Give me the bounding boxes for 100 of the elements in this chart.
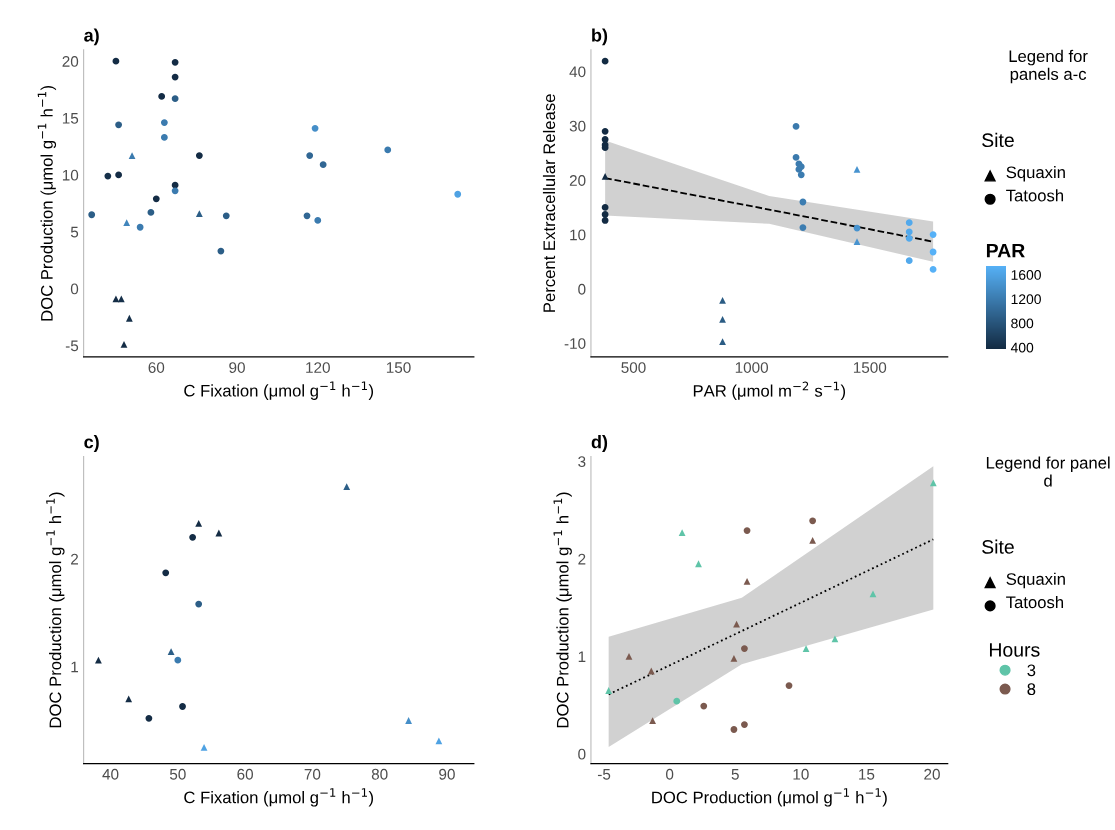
x-tick-label: 90 [229,362,245,373]
x-tick-label: 5 [731,769,739,780]
point [136,223,144,231]
point [217,247,225,255]
chart-title: c) [84,435,99,452]
chart-title: d) [591,435,608,452]
point [719,338,726,346]
point [929,265,937,273]
point [405,717,413,724]
text: Legend for panel d [986,456,1110,487]
point [171,95,179,103]
point [601,57,609,65]
color-bar-label: 1200 [1011,294,1041,305]
point [869,590,877,598]
point [730,654,738,662]
point [741,645,748,652]
y-tick-label: 0 [70,283,79,295]
point [125,314,133,322]
point [647,667,655,675]
chart-title: a) [84,28,99,46]
point [601,127,609,135]
x-tick-label: 20 [924,768,940,780]
point [905,235,913,242]
point [314,217,322,224]
x-tick-label: 500 [621,362,646,373]
point [160,133,168,141]
point [792,123,800,130]
point [152,195,160,203]
x-tick-label: 1000 [735,362,769,373]
color-bar-label: 400 [1010,342,1034,353]
x-tick-label: 90 [439,768,455,780]
y-tick-label: -10 [564,338,586,349]
y-axis-title: DOC Production (μmol g$^{−1}$ h$^{−1}$) [37,85,57,321]
x-tick-label: 40 [102,768,119,780]
point [222,212,230,220]
point [799,224,807,231]
point [601,136,609,143]
y-tick-label: 20 [62,56,79,67]
x-axis-title: PAR (μmol m$^{−2}$ s$^{−1}$) [693,381,846,401]
point [195,519,203,527]
chart-title: b) [592,28,608,46]
point [601,217,609,224]
x-tick-label: 15 [859,769,875,780]
point [695,560,702,568]
point [605,687,613,694]
point [929,479,937,487]
point [730,726,738,733]
point [174,656,182,664]
point [743,527,751,534]
point [306,152,314,159]
point [905,228,913,236]
y-tick-label: 15 [62,113,79,124]
y-tick-label: 20 [569,175,586,186]
x-tick-label: 50 [169,768,186,780]
x-tick-label: -5 [597,769,611,780]
point [195,210,203,217]
point [929,231,937,239]
x-tick-label: 70 [304,768,321,780]
point [905,257,913,265]
y-axis-title: DOC Production (μmol g$^{−1}$ h$^{−1}$) [553,492,572,728]
point [311,124,319,132]
x-tick-label: 10 [793,768,809,780]
y-tick-label: 3 [578,456,586,468]
y-tick-label: 10 [570,229,586,241]
text: Site [982,132,1014,148]
text: Squaxin [1006,572,1065,589]
y-tick-label: 40 [569,66,586,78]
point [115,121,123,129]
point [147,209,155,216]
x-axis-title: DOC Production (μmol g$^{−1}$ h$^{−1}$) [652,788,887,807]
color-bar-label: 800 [1011,318,1034,329]
point [112,57,120,65]
point [797,171,805,179]
point [195,600,203,608]
y-tick-label: 0 [578,283,586,295]
x-tick-label: 120 [306,362,330,373]
point [145,714,153,722]
point [160,119,168,126]
y-tick-label: 2 [71,553,78,565]
point [171,58,179,66]
point [741,721,748,728]
point [719,296,726,304]
point [167,648,175,655]
y-tick-label: -5 [65,340,79,352]
x-tick-label: 150 [386,362,411,373]
text: Legend for panels a-c [1009,49,1088,84]
color-bar-title: PAR [986,243,1025,258]
point [319,161,327,169]
x-axis-title: C Fixation (μmol g$^{−1}$ h$^{−1}$) [184,381,374,400]
point [625,652,633,660]
point [115,171,123,179]
legend-label: 8 [1027,683,1036,696]
point [123,219,131,227]
point [678,529,686,536]
text: Tatoosh [1006,595,1064,609]
x-tick-label: 0 [666,768,674,780]
point [179,703,186,710]
point [719,315,726,323]
y-tick-label: 1 [71,661,79,673]
x-tick-label: 60 [237,768,254,780]
